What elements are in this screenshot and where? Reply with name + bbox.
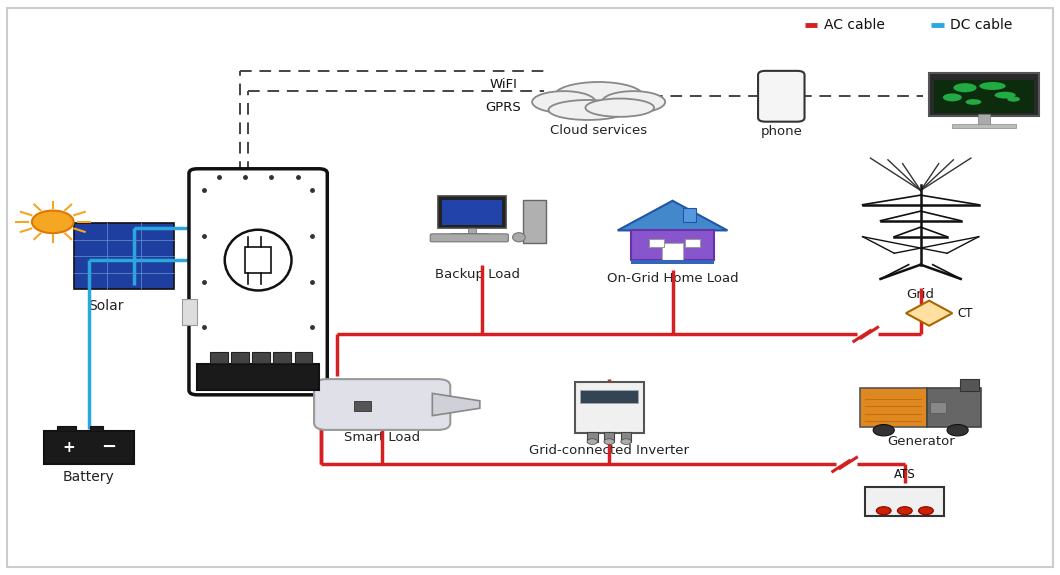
Ellipse shape bbox=[548, 100, 628, 120]
Bar bbox=[575, 382, 643, 433]
Ellipse shape bbox=[585, 98, 654, 117]
Bar bbox=[210, 352, 228, 362]
Bar bbox=[450, 233, 488, 237]
Bar bbox=[197, 364, 319, 390]
Text: WiFI: WiFI bbox=[490, 78, 517, 91]
Ellipse shape bbox=[942, 93, 961, 101]
Bar bbox=[43, 431, 134, 464]
Bar bbox=[580, 390, 638, 403]
FancyBboxPatch shape bbox=[758, 71, 805, 122]
Text: Backup Load: Backup Load bbox=[435, 267, 519, 281]
Bar bbox=[57, 426, 75, 431]
Bar bbox=[245, 247, 271, 273]
Text: −: − bbox=[101, 438, 116, 457]
Polygon shape bbox=[906, 301, 952, 326]
Bar bbox=[604, 432, 615, 442]
Text: Grid: Grid bbox=[906, 288, 935, 301]
Bar bbox=[650, 239, 665, 247]
Text: GPRS: GPRS bbox=[485, 101, 522, 114]
FancyBboxPatch shape bbox=[189, 169, 328, 395]
Ellipse shape bbox=[994, 91, 1015, 98]
Circle shape bbox=[621, 439, 632, 444]
Bar bbox=[90, 426, 103, 431]
Bar bbox=[442, 200, 502, 225]
Text: Smart Load: Smart Load bbox=[344, 431, 420, 444]
Bar bbox=[621, 432, 632, 442]
Bar bbox=[587, 432, 598, 442]
Circle shape bbox=[919, 507, 933, 515]
Bar bbox=[685, 239, 700, 247]
Text: Solar: Solar bbox=[88, 299, 123, 313]
Bar bbox=[926, 388, 982, 427]
Bar bbox=[960, 380, 979, 391]
Text: Generator: Generator bbox=[887, 435, 955, 448]
Bar bbox=[632, 231, 713, 260]
Bar bbox=[252, 352, 270, 362]
Bar bbox=[467, 228, 476, 236]
Bar bbox=[683, 208, 695, 222]
Bar bbox=[952, 124, 1015, 128]
Ellipse shape bbox=[553, 82, 643, 110]
Text: phone: phone bbox=[760, 125, 802, 138]
Polygon shape bbox=[432, 393, 480, 416]
Text: Grid-connected Inverter: Grid-connected Inverter bbox=[529, 444, 689, 458]
Text: +: + bbox=[63, 440, 75, 455]
Text: On-Grid Home Load: On-Grid Home Load bbox=[606, 272, 739, 285]
Text: CT: CT bbox=[957, 306, 973, 320]
Bar bbox=[929, 72, 1040, 116]
Bar bbox=[860, 388, 926, 427]
Text: ATS: ATS bbox=[894, 468, 916, 481]
Text: Cloud services: Cloud services bbox=[550, 124, 648, 137]
Text: AC cable: AC cable bbox=[824, 18, 884, 32]
Circle shape bbox=[604, 439, 615, 444]
Ellipse shape bbox=[1007, 97, 1020, 102]
Bar bbox=[354, 401, 371, 411]
Circle shape bbox=[877, 507, 891, 515]
Bar bbox=[273, 352, 292, 362]
Ellipse shape bbox=[953, 83, 976, 92]
Ellipse shape bbox=[532, 91, 596, 113]
Bar bbox=[865, 486, 944, 516]
Bar bbox=[662, 243, 683, 260]
Ellipse shape bbox=[225, 230, 292, 290]
Circle shape bbox=[947, 424, 968, 436]
Bar bbox=[934, 80, 1035, 113]
Bar bbox=[438, 196, 507, 228]
Circle shape bbox=[873, 424, 895, 436]
Circle shape bbox=[898, 507, 913, 515]
FancyBboxPatch shape bbox=[430, 234, 509, 242]
Bar bbox=[632, 259, 713, 263]
Circle shape bbox=[587, 439, 598, 444]
Ellipse shape bbox=[513, 233, 526, 242]
Ellipse shape bbox=[966, 99, 982, 105]
Ellipse shape bbox=[979, 82, 1006, 90]
Bar bbox=[74, 223, 174, 289]
Ellipse shape bbox=[602, 91, 665, 113]
Bar bbox=[523, 201, 546, 243]
Bar bbox=[181, 299, 197, 325]
Bar bbox=[231, 352, 249, 362]
Text: DC cable: DC cable bbox=[950, 18, 1012, 32]
Polygon shape bbox=[618, 201, 727, 231]
Text: Battery: Battery bbox=[63, 470, 114, 484]
Bar bbox=[977, 114, 990, 126]
Circle shape bbox=[32, 210, 73, 233]
FancyBboxPatch shape bbox=[314, 379, 450, 430]
Bar bbox=[295, 352, 312, 362]
Bar bbox=[931, 402, 947, 413]
